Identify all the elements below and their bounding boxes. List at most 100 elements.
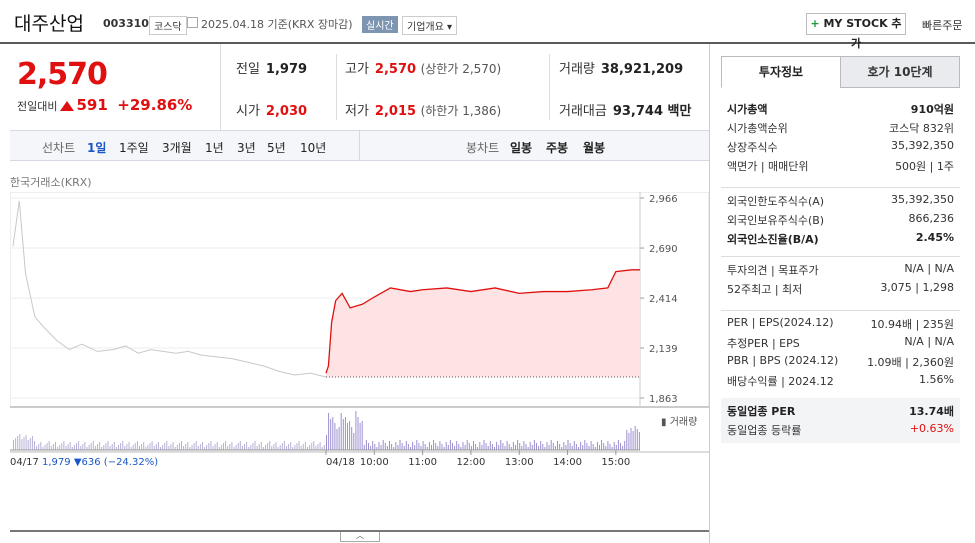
volume-bar	[250, 445, 252, 450]
period-3y[interactable]: 3년	[237, 141, 256, 155]
volume-bar	[195, 441, 197, 450]
volume-bar	[147, 445, 149, 450]
period-1d[interactable]: 1일	[87, 141, 107, 155]
volume-bar	[214, 444, 216, 450]
volume-bar	[13, 440, 14, 450]
candle-daily[interactable]: 일봉	[510, 141, 533, 155]
chevron-up-icon[interactable]: ︿	[340, 532, 380, 542]
volume-bar	[97, 444, 98, 450]
volume-bar	[357, 417, 359, 450]
volume-bar	[596, 442, 598, 450]
info-row: 상장주식수 35,392,350	[721, 136, 960, 155]
period-1w[interactable]: 1주일	[119, 141, 149, 155]
stat-amount-unit: 백만	[667, 104, 692, 119]
info-row-label: 배당수익률 | 2024.12	[727, 375, 834, 388]
volume-bar	[399, 440, 401, 450]
volume-bar	[141, 444, 143, 450]
volume-bar	[227, 446, 229, 450]
calendar-icon	[187, 17, 198, 28]
info-row: 외국인보유주식수(B) 866,236	[721, 209, 960, 228]
volume-bar	[170, 444, 172, 450]
info-row: 추정PER | EPS N/A | N/A	[721, 332, 960, 351]
volume-bar	[298, 441, 300, 450]
volume-bar	[412, 442, 414, 450]
volume-bar	[61, 443, 63, 450]
volume-bar	[15, 438, 17, 450]
volume-bar	[139, 446, 140, 450]
candle-monthly[interactable]: 월봉	[583, 141, 606, 155]
volume-bar	[603, 443, 605, 450]
stock-code: 003310	[103, 17, 149, 30]
volume-bar	[481, 445, 483, 450]
volume-bar	[84, 442, 86, 450]
volume-bar	[473, 441, 474, 450]
candle-weekly[interactable]: 주봉	[546, 141, 569, 155]
company-info-dropdown[interactable]: 기업개요 ▾	[402, 16, 457, 35]
volume-bar	[281, 443, 283, 450]
price-stats: 전일 1,979 시가 2,030 고가 2,570 (상한가 2,570) 저가 2,…	[221, 44, 709, 130]
volume-bar	[332, 417, 334, 450]
volume-bar	[128, 442, 130, 450]
volume-bar	[86, 447, 88, 450]
volume-bar	[626, 430, 628, 450]
volume-bar	[304, 442, 306, 450]
volume-bar	[361, 421, 363, 450]
volume-bar	[372, 441, 374, 450]
volume-bar	[638, 432, 640, 450]
volume-bar	[512, 442, 514, 450]
volume-bar	[174, 447, 176, 450]
divider	[549, 54, 550, 120]
quick-order-link[interactable]: 빠른주문	[922, 19, 963, 32]
volume-bar	[55, 442, 56, 450]
volume-bar	[573, 441, 575, 450]
info-row: 배당수익률 | 2024.12 1.56%	[721, 370, 960, 389]
volume-bar	[73, 445, 75, 450]
market-cap-group: 시가총액 910억원 시가총액순위 코스닥 832위 상장주식수 35,392,350 액면…	[721, 98, 960, 174]
info-row-value: 500원 | 1주	[895, 160, 954, 173]
volume-bar	[44, 445, 46, 450]
volume-bar	[515, 445, 516, 450]
period-10y[interactable]: 10년	[300, 141, 327, 155]
volume-bar	[380, 445, 382, 450]
volume-bar	[273, 444, 275, 450]
volume-bar	[168, 446, 170, 450]
tab-orderbook[interactable]: 호가 10단계	[840, 56, 960, 88]
volume-bar	[622, 446, 624, 450]
volume-bar	[275, 442, 277, 450]
volume-bar	[557, 441, 558, 450]
volume-bar	[19, 434, 21, 450]
volume-bar	[166, 441, 168, 450]
add-mystock-button[interactable]: + MY STOCK 추가	[806, 13, 906, 50]
volume-bar	[267, 443, 269, 450]
volume-bar	[191, 445, 193, 450]
volume-bar	[527, 447, 529, 450]
volume-bar	[229, 444, 231, 450]
volume-bar	[132, 445, 134, 450]
volume-bar	[548, 445, 550, 450]
volume-bar	[504, 446, 506, 450]
volume-bar	[531, 445, 533, 450]
prev-day-footer-part: 1,979	[39, 457, 71, 468]
volume-bar	[636, 429, 638, 450]
info-row-value: +0.63%	[909, 422, 954, 435]
volume-bar	[176, 445, 178, 450]
period-3m[interactable]: 3개월	[162, 141, 192, 155]
period-5y[interactable]: 5년	[267, 141, 286, 155]
candle-chart-label: 봉차트	[466, 141, 500, 155]
volume-bar	[529, 442, 531, 450]
volume-bar	[109, 446, 111, 450]
tab-investment-info[interactable]: 투자정보	[721, 56, 841, 88]
plus-icon: +	[810, 17, 820, 30]
volume-bar	[31, 436, 33, 450]
price-chart[interactable]: 2,966 2,690 2,414 2,139 1,863 04/18 10:00 11:00…	[10, 192, 709, 477]
volume-bar	[52, 444, 54, 450]
volume-bar	[565, 445, 567, 450]
volume-bar	[567, 440, 569, 450]
volume-bar	[143, 442, 145, 450]
volume-bar	[460, 447, 462, 450]
realtime-button[interactable]: 실시간	[362, 16, 398, 33]
period-1y[interactable]: 1년	[205, 141, 224, 155]
volume-bar	[584, 440, 586, 450]
volume-bar	[496, 442, 498, 450]
volume-bar	[237, 443, 239, 450]
